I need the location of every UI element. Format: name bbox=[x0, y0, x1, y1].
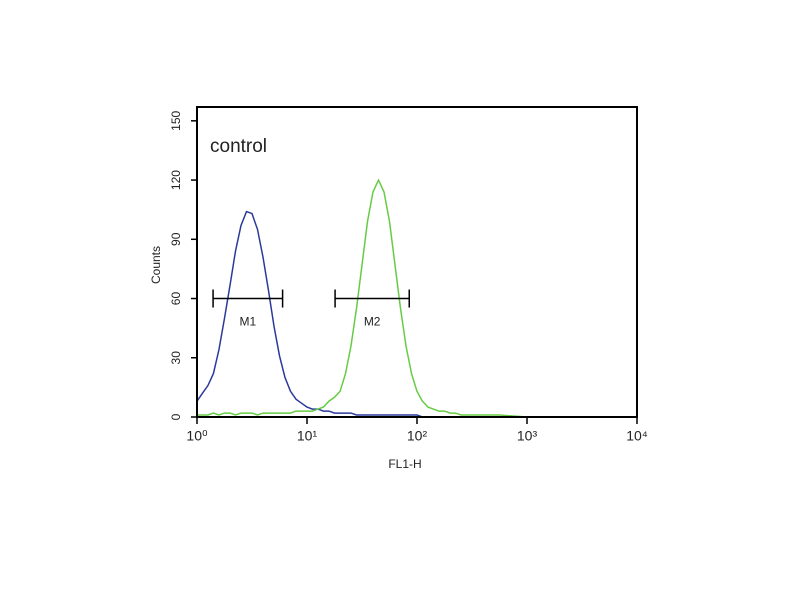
y-tick-label: 0 bbox=[169, 413, 183, 420]
y-axis-label: Counts bbox=[149, 246, 163, 284]
x-axis-label: FL1-H bbox=[388, 457, 421, 471]
histogram-line bbox=[196, 210, 637, 418]
plot-frame bbox=[196, 106, 638, 418]
x-tick-label: 10³ bbox=[517, 428, 538, 444]
y-tick-label: 150 bbox=[169, 110, 183, 130]
x-tick-label: 10⁰ bbox=[186, 428, 208, 444]
y-tick-label: 30 bbox=[169, 351, 183, 365]
marker-label: M1 bbox=[239, 315, 256, 329]
y-tick-label: 60 bbox=[169, 292, 183, 306]
y-tick-label: 120 bbox=[169, 170, 183, 190]
histogram-line bbox=[197, 178, 637, 418]
marker-label: M2 bbox=[364, 315, 381, 329]
annotation: control bbox=[210, 136, 267, 157]
y-tick-label: 90 bbox=[169, 232, 183, 246]
x-tick-label: 10¹ bbox=[297, 428, 318, 444]
x-tick-label: 10⁴ bbox=[626, 428, 648, 444]
x-tick-label: 10² bbox=[407, 428, 428, 444]
